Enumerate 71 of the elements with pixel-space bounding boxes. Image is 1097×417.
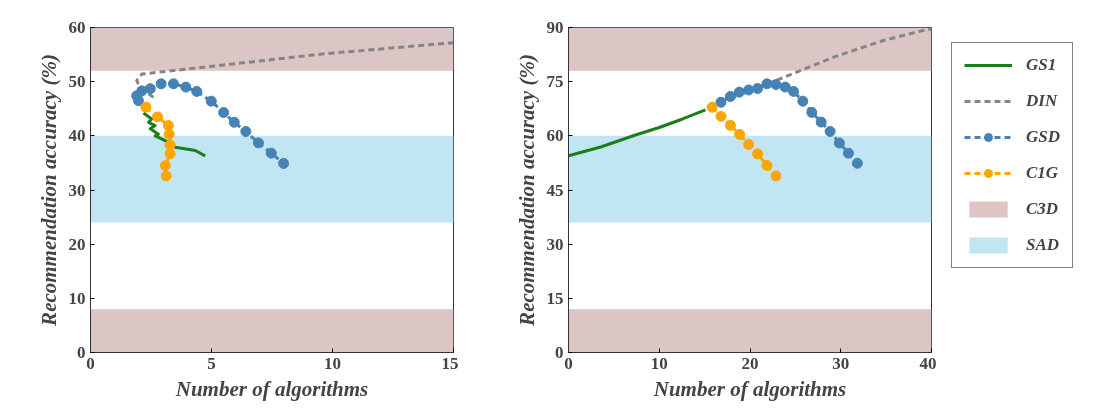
y-tick-label: 60 (546, 126, 564, 146)
point (797, 95, 809, 107)
point (180, 81, 192, 93)
point (159, 160, 171, 172)
y-tick-label: 30 (68, 180, 86, 200)
point (743, 139, 755, 150)
legend-label: C3D (1026, 199, 1059, 219)
y-tick-label: 45 (546, 180, 564, 200)
x-tick-label: 40 (919, 353, 937, 373)
point (168, 78, 180, 90)
point (265, 147, 277, 159)
point (815, 116, 827, 128)
x-tick-label: 10 (650, 353, 668, 373)
line-series (135, 41, 454, 99)
point (788, 85, 800, 97)
point (824, 126, 836, 137)
point (706, 101, 718, 113)
point (779, 81, 791, 93)
x-tick-label: 10 (324, 353, 341, 373)
point (228, 116, 240, 128)
point (163, 128, 175, 140)
x-tick-label: 15 (441, 353, 459, 373)
point (770, 170, 782, 182)
point (715, 110, 727, 122)
y-tick-label: 90 (546, 18, 564, 37)
point (851, 157, 863, 169)
point (155, 78, 167, 90)
point (160, 170, 172, 182)
x-tick-label: 5 (207, 353, 216, 373)
y-axis-title: Recommendation accuracy (%) (36, 54, 61, 327)
y-tick-label: 20 (68, 234, 86, 254)
point (733, 86, 745, 98)
point (240, 126, 252, 137)
point (164, 148, 176, 160)
point (152, 111, 164, 123)
y-axis-title: Recommendation accuracy (%) (514, 54, 539, 327)
point (724, 119, 736, 131)
legend-label: SAD (1026, 235, 1060, 255)
legend-label: GS1 (1026, 55, 1057, 75)
y-tick-label: 10 (68, 288, 86, 308)
y-tick-label: 75 (546, 72, 564, 92)
point (140, 101, 152, 113)
point (715, 96, 727, 108)
point (761, 159, 773, 171)
x-axis-title: Number of algorithms (652, 376, 847, 401)
y-tick-label: 30 (546, 234, 564, 254)
point (833, 137, 845, 149)
point (752, 83, 764, 95)
point (770, 79, 782, 91)
legend-label: GSD (1026, 127, 1061, 147)
point (752, 148, 764, 160)
x-tick-label: 20 (741, 353, 759, 373)
point (191, 85, 203, 97)
y-tick-label: 40 (68, 126, 86, 146)
y-tick-label: 15 (546, 288, 564, 308)
legend-label: DIN (1026, 91, 1058, 111)
point (734, 128, 746, 140)
y-tick-label: 60 (68, 18, 86, 37)
point (205, 95, 217, 107)
point (218, 107, 230, 119)
point (278, 157, 290, 169)
legend-label: C1G (1026, 163, 1059, 183)
point (144, 83, 156, 95)
point (252, 137, 264, 149)
point (761, 78, 773, 90)
point (842, 147, 854, 159)
y-tick-label: 50 (68, 72, 86, 92)
point (806, 106, 818, 118)
x-axis-title: Number of algorithms (174, 376, 369, 401)
point (724, 90, 736, 102)
x-tick-label: 30 (832, 353, 850, 373)
